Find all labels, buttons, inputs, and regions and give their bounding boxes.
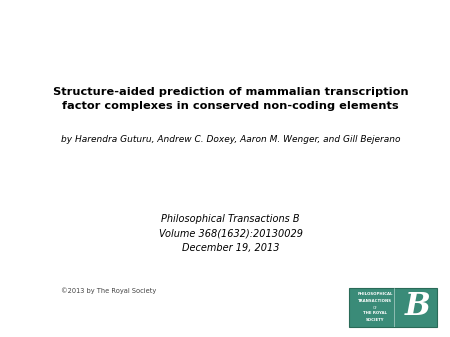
Text: OF: OF bbox=[373, 306, 378, 310]
FancyBboxPatch shape bbox=[349, 288, 436, 327]
Text: TRANSACTIONS: TRANSACTIONS bbox=[358, 299, 392, 303]
Text: Structure-aided prediction of mammalian transcription
factor complexes in conser: Structure-aided prediction of mammalian … bbox=[53, 87, 409, 111]
Text: by Harendra Guturu, Andrew C. Doxey, Aaron M. Wenger, and Gill Bejerano: by Harendra Guturu, Andrew C. Doxey, Aar… bbox=[61, 135, 400, 144]
Text: SOCIETY: SOCIETY bbox=[366, 317, 384, 321]
Text: PHILOSOPHICAL: PHILOSOPHICAL bbox=[357, 292, 393, 296]
Text: Philosophical Transactions B
Volume 368(1632):20130029
December 19, 2013: Philosophical Transactions B Volume 368(… bbox=[158, 214, 302, 253]
Text: B: B bbox=[404, 291, 430, 322]
Text: THE ROYAL: THE ROYAL bbox=[363, 311, 387, 315]
Text: ©2013 by The Royal Society: ©2013 by The Royal Society bbox=[62, 287, 157, 294]
